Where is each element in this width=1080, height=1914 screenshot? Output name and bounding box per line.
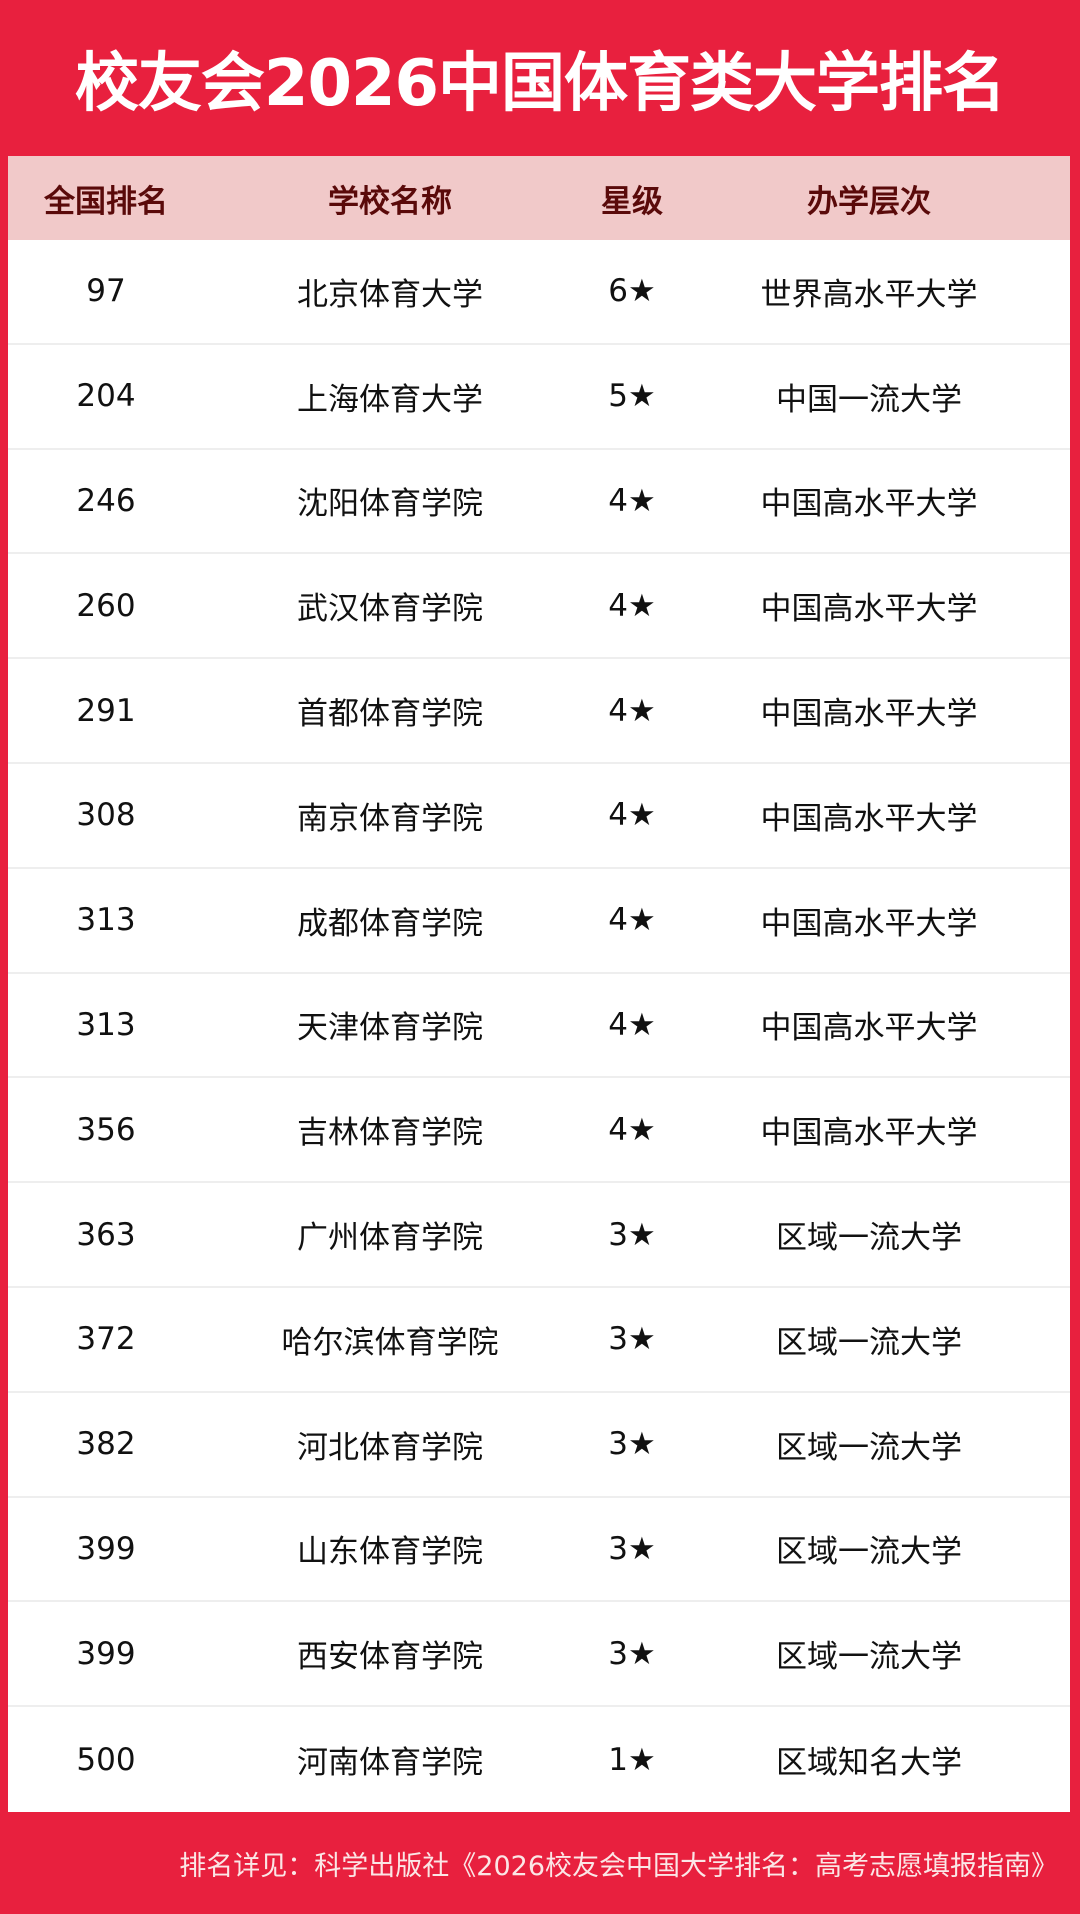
level-cell: 区域知名大学 bbox=[776, 1745, 962, 1782]
table-row: 204 上海体育大学 5★ 中国一流大学 bbox=[8, 345, 1070, 450]
school-name-cell: 武汉体育学院 bbox=[297, 591, 483, 628]
level-cell: 区域一流大学 bbox=[776, 1324, 962, 1361]
school-name-cell: 南京体育学院 bbox=[297, 800, 483, 837]
table-row: 260 武汉体育学院 4★ 中国高水平大学 bbox=[8, 554, 1070, 660]
star-rating-cell: 3★ bbox=[608, 1635, 656, 1672]
table-row: 363 广州体育学院 3★ 区域一流大学 bbox=[8, 1183, 1070, 1288]
star-rating-cell: 4★ bbox=[608, 902, 656, 939]
school-name-cell: 吉林体育学院 bbox=[297, 1115, 483, 1152]
level-cell: 区域一流大学 bbox=[776, 1534, 962, 1571]
rank-cell: 97 bbox=[86, 273, 126, 310]
table-row: 382 河北体育学院 3★ 区域一流大学 bbox=[8, 1393, 1070, 1498]
star-rating-cell: 3★ bbox=[608, 1321, 656, 1358]
rank-cell: 204 bbox=[76, 378, 136, 415]
school-name-cell: 河北体育学院 bbox=[297, 1429, 483, 1466]
ranking-table: 全国排名 学校名称 星级 办学层次 97 北京体育大学 6★ 世界高水平大学 204 上海… bbox=[8, 156, 1070, 1812]
level-cell: 区域一流大学 bbox=[776, 1639, 962, 1676]
rank-cell: 313 bbox=[76, 902, 136, 939]
header-rank: 全国排名 bbox=[44, 183, 168, 220]
rank-cell: 399 bbox=[76, 1635, 136, 1672]
rank-cell: 291 bbox=[76, 692, 136, 729]
rank-cell: 382 bbox=[76, 1426, 136, 1463]
level-cell: 中国高水平大学 bbox=[760, 696, 978, 733]
school-name-cell: 北京体育大学 bbox=[297, 276, 483, 313]
table-row: 399 西安体育学院 3★ 区域一流大学 bbox=[8, 1602, 1070, 1708]
rank-cell: 308 bbox=[76, 797, 136, 834]
rank-cell: 260 bbox=[76, 587, 136, 624]
rank-cell: 356 bbox=[76, 1111, 136, 1148]
level-cell: 中国高水平大学 bbox=[760, 800, 978, 837]
level-cell: 区域一流大学 bbox=[776, 1429, 962, 1466]
rank-cell: 372 bbox=[76, 1321, 136, 1358]
level-cell: 中国一流大学 bbox=[776, 381, 962, 418]
rank-cell: 500 bbox=[76, 1741, 136, 1778]
level-cell: 世界高水平大学 bbox=[760, 276, 978, 313]
school-name-cell: 广州体育学院 bbox=[297, 1220, 483, 1257]
star-rating-cell: 1★ bbox=[608, 1741, 656, 1778]
table-row: 291 首都体育学院 4★ 中国高水平大学 bbox=[8, 659, 1070, 764]
table-body: 97 北京体育大学 6★ 世界高水平大学 204 上海体育大学 5★ 中国一流大学 246 沈阳体… bbox=[8, 240, 1070, 1812]
level-cell: 中国高水平大学 bbox=[760, 486, 978, 523]
header-school: 学校名称 bbox=[328, 183, 452, 220]
star-rating-cell: 6★ bbox=[608, 273, 656, 310]
school-name-cell: 首都体育学院 bbox=[297, 696, 483, 733]
school-name-cell: 河南体育学院 bbox=[297, 1745, 483, 1782]
table-row: 313 成都体育学院 4★ 中国高水平大学 bbox=[8, 869, 1070, 974]
table-row: 500 河南体育学院 1★ 区域知名大学 bbox=[8, 1707, 1070, 1812]
table-row: 97 北京体育大学 6★ 世界高水平大学 bbox=[8, 240, 1070, 345]
star-rating-cell: 5★ bbox=[608, 378, 656, 415]
star-rating-cell: 4★ bbox=[608, 587, 656, 624]
level-cell: 中国高水平大学 bbox=[760, 905, 978, 942]
school-name-cell: 西安体育学院 bbox=[297, 1639, 483, 1676]
table-row: 313 天津体育学院 4★ 中国高水平大学 bbox=[8, 974, 1070, 1079]
table-row: 399 山东体育学院 3★ 区域一流大学 bbox=[8, 1498, 1070, 1603]
rank-cell: 399 bbox=[76, 1530, 136, 1567]
star-rating-cell: 3★ bbox=[608, 1530, 656, 1567]
rank-cell: 363 bbox=[76, 1216, 136, 1253]
school-name-cell: 山东体育学院 bbox=[297, 1534, 483, 1571]
header-stars: 星级 bbox=[601, 183, 663, 220]
school-name-cell: 哈尔滨体育学院 bbox=[281, 1324, 499, 1361]
star-rating-cell: 4★ bbox=[608, 692, 656, 729]
school-name-cell: 沈阳体育学院 bbox=[297, 486, 483, 523]
star-rating-cell: 4★ bbox=[608, 797, 656, 834]
table-row: 356 吉林体育学院 4★ 中国高水平大学 bbox=[8, 1078, 1070, 1184]
table-row: 308 南京体育学院 4★ 中国高水平大学 bbox=[8, 764, 1070, 869]
star-rating-cell: 3★ bbox=[608, 1216, 656, 1253]
level-cell: 中国高水平大学 bbox=[760, 591, 978, 628]
star-rating-cell: 3★ bbox=[608, 1426, 656, 1463]
level-cell: 中国高水平大学 bbox=[760, 1115, 978, 1152]
level-cell: 中国高水平大学 bbox=[760, 1010, 978, 1047]
school-name-cell: 天津体育学院 bbox=[297, 1010, 483, 1047]
rank-cell: 246 bbox=[76, 482, 136, 519]
star-rating-cell: 4★ bbox=[608, 1111, 656, 1148]
level-cell: 区域一流大学 bbox=[776, 1220, 962, 1257]
table-row: 246 沈阳体育学院 4★ 中国高水平大学 bbox=[8, 450, 1070, 555]
source-note: 排名详见：科学出版社《2026校友会中国大学排名：高考志愿填报指南》 bbox=[179, 1850, 1058, 1882]
page-title: 校友会2026中国体育类大学排名 bbox=[74, 47, 1006, 121]
rank-cell: 313 bbox=[76, 1006, 136, 1043]
table-header: 全国排名 学校名称 星级 办学层次 bbox=[8, 156, 1070, 240]
school-name-cell: 成都体育学院 bbox=[297, 905, 483, 942]
school-name-cell: 上海体育大学 bbox=[297, 381, 483, 418]
header-level: 办学层次 bbox=[807, 183, 931, 220]
table-row: 372 哈尔滨体育学院 3★ 区域一流大学 bbox=[8, 1288, 1070, 1393]
star-rating-cell: 4★ bbox=[608, 1006, 656, 1043]
star-rating-cell: 4★ bbox=[608, 482, 656, 519]
